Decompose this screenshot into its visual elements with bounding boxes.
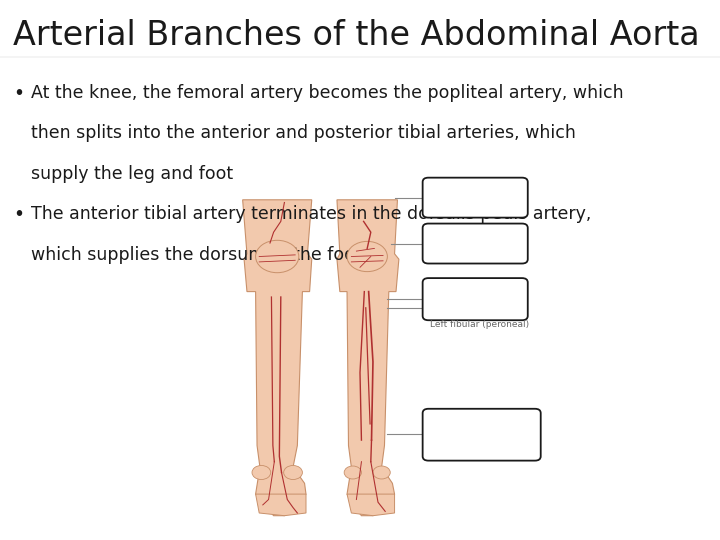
- Circle shape: [252, 465, 271, 480]
- Text: •: •: [13, 205, 24, 224]
- Polygon shape: [347, 494, 395, 516]
- Circle shape: [347, 241, 387, 272]
- Text: which supplies the dorsum of the foot: which supplies the dorsum of the foot: [31, 246, 361, 264]
- Polygon shape: [256, 494, 306, 516]
- FancyBboxPatch shape: [423, 409, 541, 461]
- Circle shape: [256, 240, 299, 273]
- Text: Left fibular (peroneal): Left fibular (peroneal): [430, 320, 529, 329]
- Text: The anterior tibial artery terminates in the dorsalis pedis artery,: The anterior tibial artery terminates in…: [31, 205, 591, 223]
- FancyBboxPatch shape: [423, 224, 528, 264]
- Text: supply the leg and foot: supply the leg and foot: [31, 165, 233, 183]
- Circle shape: [284, 465, 302, 480]
- Text: At the knee, the femoral artery becomes the popliteal artery, which: At the knee, the femoral artery becomes …: [31, 84, 624, 102]
- Circle shape: [344, 466, 361, 479]
- Circle shape: [373, 466, 390, 479]
- Text: •: •: [13, 84, 24, 103]
- Polygon shape: [243, 200, 312, 516]
- FancyBboxPatch shape: [423, 278, 528, 320]
- FancyBboxPatch shape: [423, 178, 528, 218]
- Text: Arterial Branches of the Abdominal Aorta: Arterial Branches of the Abdominal Aorta: [13, 19, 700, 52]
- Polygon shape: [337, 200, 399, 516]
- Text: then splits into the anterior and posterior tibial arteries, which: then splits into the anterior and poster…: [31, 124, 576, 142]
